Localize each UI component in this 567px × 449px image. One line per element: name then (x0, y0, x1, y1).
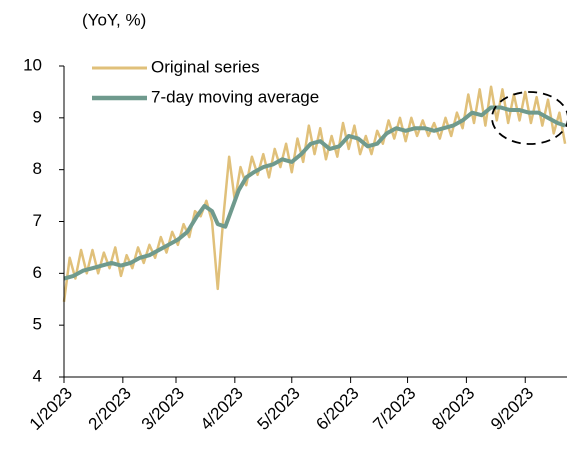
x-tick-label: 1/2023 (26, 384, 76, 434)
y-tick-label: 10 (23, 55, 42, 74)
y-tick-label: 6 (33, 263, 42, 282)
x-tick-label: 2/2023 (85, 384, 135, 434)
series-line (62, 85, 567, 303)
y-axis-label: (YoY, %) (82, 10, 146, 29)
series-line (63, 105, 566, 281)
y-tick-label: 5 (33, 315, 42, 334)
x-tick-label: 3/2023 (138, 384, 188, 434)
x-tick-label: 7/2023 (369, 384, 419, 434)
y-tick-label: 9 (33, 107, 42, 126)
x-tick-label: 6/2023 (312, 384, 362, 434)
legend-label: 7-day moving average (151, 87, 319, 106)
x-tick-label: 8/2023 (428, 384, 478, 434)
x-tick-label: 5/2023 (254, 384, 304, 434)
y-tick-label: 8 (33, 159, 42, 178)
highlight-ellipse (491, 91, 567, 145)
legend-label: Original series (151, 57, 260, 76)
y-tick-label: 4 (33, 366, 42, 385)
y-tick-label: 7 (33, 211, 42, 230)
x-tick-label: 4/2023 (197, 384, 247, 434)
x-tick-label: 9/2023 (487, 384, 537, 434)
